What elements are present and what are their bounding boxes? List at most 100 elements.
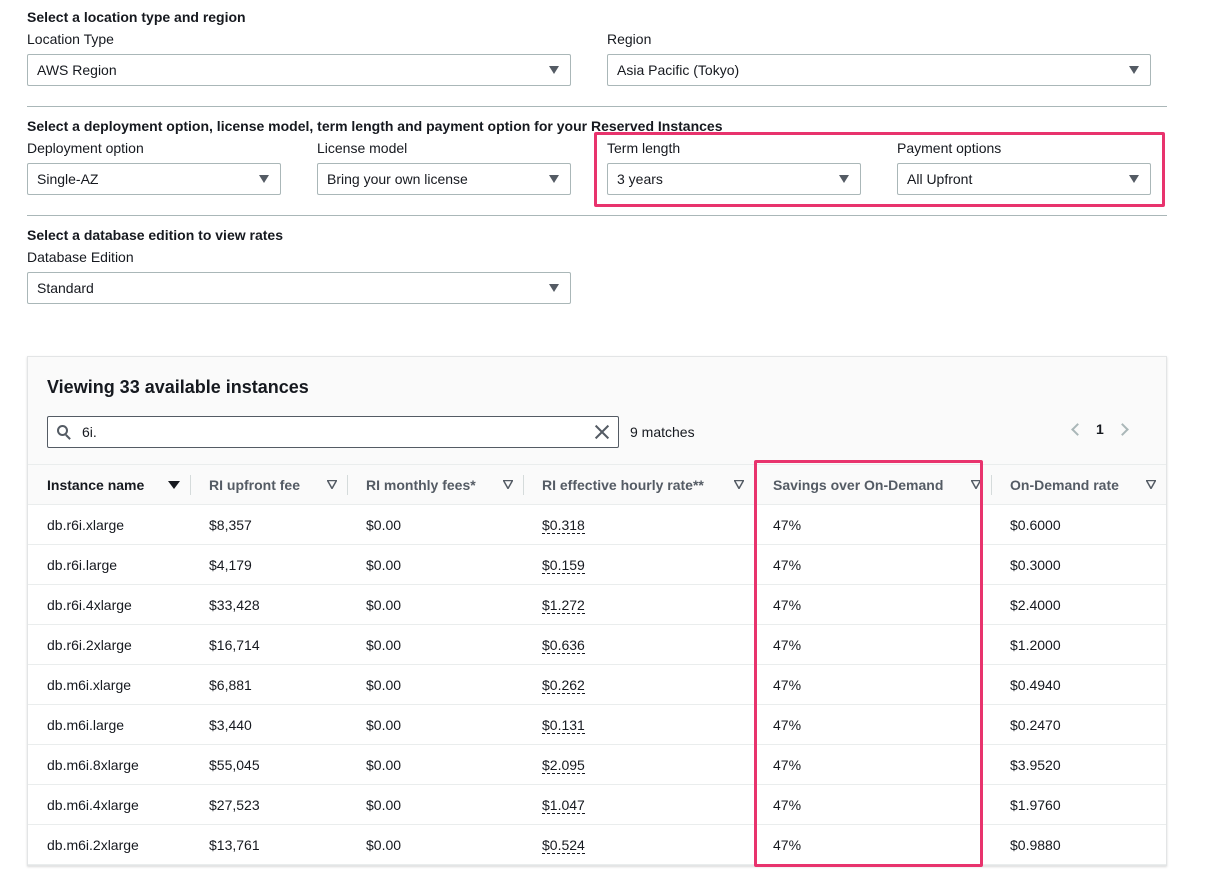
sort-descending-icon — [168, 480, 180, 489]
sort-icon — [734, 480, 744, 489]
database-edition-label: Database Edition — [27, 249, 134, 265]
column-header-instance-name[interactable]: Instance name — [28, 464, 190, 505]
column-header-ri-effective-hourly-rate[interactable]: RI effective hourly rate** — [523, 464, 754, 505]
cell-savings-over-on-demand: 47% — [773, 516, 802, 533]
cell-ri-upfront-fee: $13,761 — [209, 836, 260, 853]
deployment-option-value: Single-AZ — [37, 171, 99, 187]
cell-savings-over-on-demand: 47% — [773, 716, 802, 733]
cell-instance-name: db.r6i.4xlarge — [47, 596, 132, 613]
cell-ri-upfront-fee: $16,714 — [209, 636, 260, 653]
cell-savings-over-on-demand: 47% — [773, 596, 802, 613]
location-type-value: AWS Region — [37, 62, 117, 78]
cell-ri-monthly-fees: $0.00 — [366, 596, 402, 613]
database-edition-value: Standard — [37, 280, 94, 296]
cell-ri-effective-hourly-rate[interactable]: $1.272 — [542, 596, 585, 614]
instances-title: Viewing 33 available instances — [47, 377, 309, 397]
cell-instance-name: db.m6i.large — [47, 716, 125, 733]
pagination: 1 — [1071, 421, 1129, 437]
cell-savings-over-on-demand: 47% — [773, 636, 802, 653]
cell-ri-upfront-fee: $4,179 — [209, 556, 252, 573]
deployment-option-label: Deployment option — [27, 140, 144, 156]
cell-savings-over-on-demand: 47% — [773, 836, 802, 853]
column-header-savings-over-on-demand[interactable]: Savings over On-Demand — [754, 464, 991, 505]
license-model-value: Bring your own license — [327, 171, 468, 187]
cell-ri-monthly-fees: $0.00 — [366, 836, 402, 853]
page-number[interactable]: 1 — [1096, 421, 1104, 437]
cell-instance-name: db.m6i.8xlarge — [47, 756, 139, 773]
term-length-select[interactable]: 3 years — [607, 163, 861, 195]
cell-on-demand-rate: $0.2470 — [1010, 716, 1061, 733]
deployment-section-title: Select a deployment option, license mode… — [27, 118, 723, 134]
cell-ri-monthly-fees: $0.00 — [366, 556, 402, 573]
cell-ri-monthly-fees: $0.00 — [366, 516, 402, 533]
cell-on-demand-rate: $2.4000 — [1010, 596, 1061, 613]
cell-on-demand-rate: $0.9880 — [1010, 836, 1061, 853]
cell-ri-monthly-fees: $0.00 — [366, 676, 402, 693]
sort-icon — [1146, 480, 1156, 489]
cell-ri-effective-hourly-rate[interactable]: $0.159 — [542, 556, 585, 574]
database-edition-select[interactable]: Standard — [27, 272, 571, 304]
column-header-ri-monthly-fees[interactable]: RI monthly fees* — [347, 464, 523, 505]
table-header-row: Instance name RI upfront fee RI monthly … — [28, 464, 1166, 505]
cell-on-demand-rate: $0.3000 — [1010, 556, 1061, 573]
cell-ri-upfront-fee: $27,523 — [209, 796, 260, 813]
cell-ri-effective-hourly-rate[interactable]: $0.262 — [542, 676, 585, 694]
payment-options-label: Payment options — [897, 140, 1002, 156]
license-model-label: License model — [317, 140, 408, 156]
location-type-label: Location Type — [27, 31, 114, 47]
cell-ri-monthly-fees: $0.00 — [366, 636, 402, 653]
cell-on-demand-rate: $0.4940 — [1010, 676, 1061, 693]
cell-on-demand-rate: $3.9520 — [1010, 756, 1061, 773]
caret-down-icon — [839, 175, 849, 183]
cell-ri-monthly-fees: $0.00 — [366, 716, 402, 733]
column-header-on-demand-rate[interactable]: On-Demand rate — [991, 464, 1166, 505]
term-length-value: 3 years — [617, 171, 663, 187]
caret-down-icon — [259, 175, 269, 183]
location-section-title: Select a location type and region — [27, 9, 246, 25]
sort-icon — [503, 480, 513, 489]
table-row: db.r6i.2xlarge $16,714 $0.00 $0.636 47% $1.20… — [28, 625, 1166, 665]
column-header-ri-upfront-fee[interactable]: RI upfront fee — [190, 464, 347, 505]
location-type-select[interactable]: AWS Region — [27, 54, 571, 86]
chevron-left-icon[interactable] — [1071, 422, 1084, 436]
cell-ri-effective-hourly-rate[interactable]: $1.047 — [542, 796, 585, 814]
cell-ri-effective-hourly-rate[interactable]: $0.524 — [542, 836, 585, 854]
match-count: 9 matches — [630, 424, 695, 440]
chevron-right-icon[interactable] — [1115, 422, 1129, 436]
cell-ri-upfront-fee: $8,357 — [209, 516, 252, 533]
payment-options-select[interactable]: All Upfront — [897, 163, 1151, 195]
table-row: db.m6i.2xlarge $13,761 $0.00 $0.524 47% $0.98… — [28, 825, 1166, 865]
cell-ri-effective-hourly-rate[interactable]: $0.318 — [542, 516, 585, 534]
cell-instance-name: db.m6i.2xlarge — [47, 836, 139, 853]
license-model-select[interactable]: Bring your own license — [317, 163, 571, 195]
caret-down-icon — [1129, 66, 1139, 74]
cell-instance-name: db.r6i.large — [47, 556, 118, 573]
cell-ri-effective-hourly-rate[interactable]: $2.095 — [542, 756, 585, 774]
search-input[interactable]: 6i. — [47, 416, 619, 448]
cell-ri-effective-hourly-rate[interactable]: $0.131 — [542, 716, 585, 734]
caret-down-icon — [549, 66, 559, 74]
caret-down-icon — [549, 175, 559, 183]
table-row: db.r6i.4xlarge $33,428 $0.00 $1.272 47% $2.40… — [28, 585, 1166, 625]
payment-options-value: All Upfront — [907, 171, 973, 187]
term-length-label: Term length — [607, 140, 681, 156]
close-icon[interactable] — [594, 424, 610, 440]
cell-savings-over-on-demand: 47% — [773, 796, 802, 813]
region-select[interactable]: Asia Pacific (Tokyo) — [607, 54, 1151, 86]
table-row: db.m6i.large $3,440 $0.00 $0.131 47% $0.2470 — [28, 705, 1166, 745]
cell-instance-name: db.m6i.xlarge — [47, 676, 132, 693]
search-value: 6i. — [82, 424, 97, 440]
cell-savings-over-on-demand: 47% — [773, 676, 802, 693]
cell-ri-upfront-fee: $55,045 — [209, 756, 260, 773]
table-row: db.r6i.xlarge $8,357 $0.00 $0.318 47% $0.6000 — [28, 505, 1166, 545]
cell-ri-upfront-fee: $6,881 — [209, 676, 252, 693]
table-row: db.r6i.large $4,179 $0.00 $0.159 47% $0.3000 — [28, 545, 1166, 585]
cell-ri-monthly-fees: $0.00 — [366, 756, 402, 773]
cell-savings-over-on-demand: 47% — [773, 756, 802, 773]
table-row: db.m6i.4xlarge $27,523 $0.00 $1.047 47% $1.97… — [28, 785, 1166, 825]
cell-instance-name: db.m6i.4xlarge — [47, 796, 139, 813]
edition-section-title: Select a database edition to view rates — [27, 227, 283, 243]
cell-ri-effective-hourly-rate[interactable]: $0.636 — [542, 636, 585, 654]
deployment-option-select[interactable]: Single-AZ — [27, 163, 281, 195]
table-row: db.m6i.8xlarge $55,045 $0.00 $2.095 47% $3.95… — [28, 745, 1166, 785]
